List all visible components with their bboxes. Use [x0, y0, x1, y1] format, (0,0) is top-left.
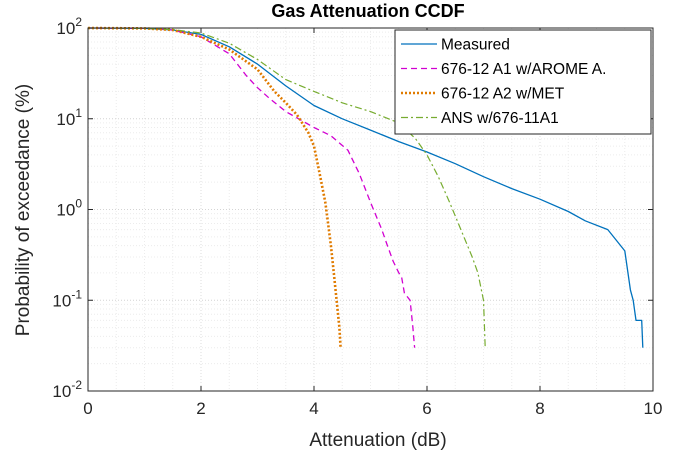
y-tick-exponent: 1 — [75, 106, 82, 120]
series-line-1 — [87, 27, 644, 348]
legend-box — [394, 29, 652, 135]
y-tick-exponent: -1 — [71, 287, 82, 301]
legend-label: 676-12 A1 w/AROME A. — [441, 61, 606, 78]
y-tick-label: 10-2 — [52, 378, 82, 401]
y-tick-base: 10 — [56, 19, 75, 38]
x-tick-label: 8 — [535, 399, 544, 418]
x-tick-label: 4 — [309, 399, 318, 418]
x-axis-ticks: 0 2 4 6 8 10 — [83, 28, 662, 418]
legend-label: ANS w/676-11A1 — [441, 110, 559, 127]
series-lines — [87, 26, 644, 348]
legend-label: 676-12 A2 w/MET — [441, 86, 565, 103]
series-line-3 — [87, 26, 342, 348]
y-tick-base: 10 — [56, 201, 75, 220]
x-tick-label: 2 — [196, 399, 205, 418]
y-tick-exponent: -2 — [71, 378, 82, 392]
y-tick-exponent: 2 — [75, 15, 82, 29]
x-tick-label: 0 — [83, 399, 92, 418]
legend-label: Measured — [441, 37, 510, 54]
series-line-2 — [87, 27, 416, 348]
y-tick-label: 100 — [56, 197, 82, 220]
legend: Measured 676-12 A1 w/AROME A. 676-12 A2 w/… — [394, 29, 652, 135]
y-tick-label: 10-1 — [52, 287, 82, 310]
y-tick-base: 10 — [56, 110, 75, 129]
x-tick-label: 10 — [644, 399, 663, 418]
y-tick-label: 102 — [56, 15, 82, 38]
minor-grid — [88, 28, 653, 391]
y-axis-label: Probability of exceedance (%) — [13, 84, 34, 336]
y-tick-base: 10 — [52, 382, 71, 401]
x-axis-label: Attenuation (dB) — [309, 430, 446, 451]
y-tick-base: 10 — [52, 291, 71, 310]
y-tick-exponent: 0 — [75, 197, 82, 211]
x-tick-label: 6 — [422, 399, 431, 418]
chart-title: Gas Attenuation CCDF — [271, 1, 464, 21]
series-line-4 — [87, 27, 486, 348]
y-tick-label: 101 — [56, 106, 82, 129]
